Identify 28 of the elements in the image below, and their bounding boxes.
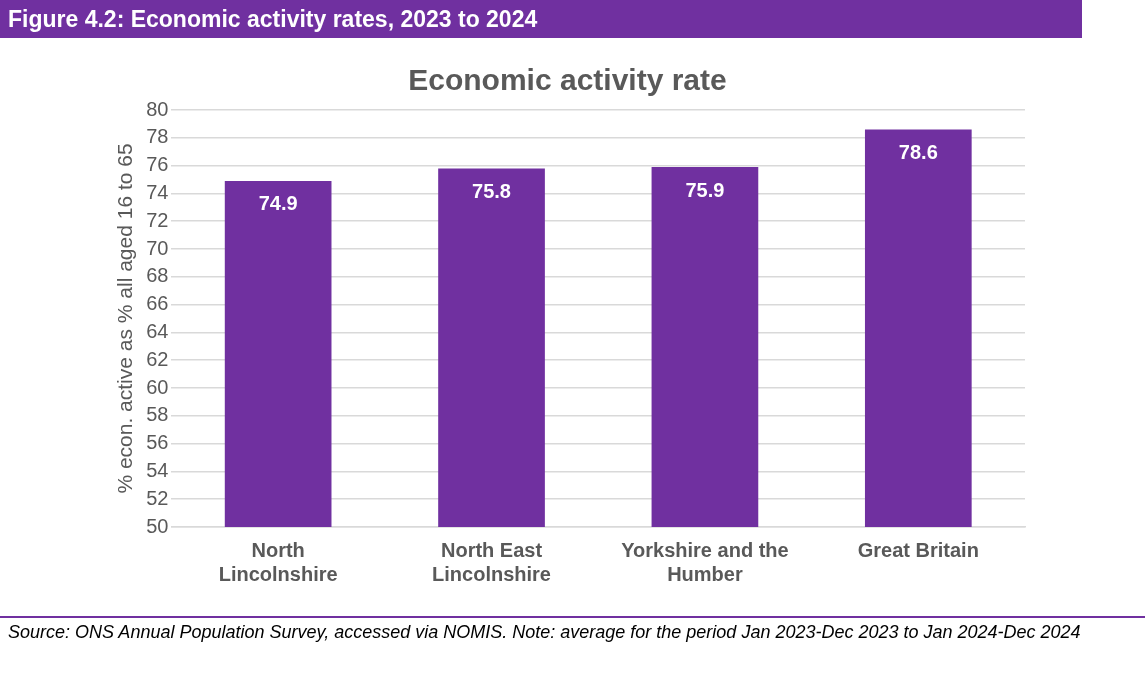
- chart-title: Figure 4.2: Economic activity rates, 2023 to 2024: [0, 0, 1082, 38]
- y-tick-label: 74: [146, 180, 169, 203]
- y-tick-label: 62: [146, 347, 169, 370]
- y-axis-title: % econ. active as % all aged 16 to 65: [113, 143, 137, 494]
- data-label: 74.9: [258, 192, 298, 215]
- y-tick-label: 66: [146, 292, 169, 315]
- y-tick-label: 58: [146, 403, 169, 426]
- y-tick-label: 50: [146, 514, 169, 537]
- y-tick-label: 64: [146, 319, 169, 342]
- data-label: 78.6: [898, 140, 938, 163]
- y-tick-label: 54: [146, 458, 169, 481]
- y-tick-label: 52: [146, 486, 169, 509]
- x-tick-label: North East Lincolnshire: [432, 538, 551, 585]
- y-tick-label: 72: [146, 208, 169, 231]
- chart-subtitle: Economic activity rate: [408, 63, 727, 97]
- source-note: Source: ONS Annual Population Survey, accessed via NOMIS. Note: average for the period Jan 2023-Dec 2023 to Jan 2024-Dec 2024: [8, 621, 1082, 644]
- y-tick-label: 60: [146, 375, 169, 398]
- y-tick-label: 78: [146, 125, 169, 148]
- y-tick-label: 56: [146, 431, 169, 454]
- y-tick-label: 80: [146, 97, 169, 120]
- x-tick-label: Yorkshire and the Humber: [621, 538, 789, 585]
- x-tick-label: North Lincolnshire: [218, 538, 338, 585]
- data-label: 75.9: [685, 178, 725, 201]
- y-tick-label: 76: [146, 153, 169, 176]
- y-tick-label: 68: [146, 264, 169, 287]
- y-tick-label: 70: [146, 236, 169, 259]
- x-tick-label: Great Britain: [857, 538, 979, 561]
- data-label: 75.8: [472, 179, 511, 202]
